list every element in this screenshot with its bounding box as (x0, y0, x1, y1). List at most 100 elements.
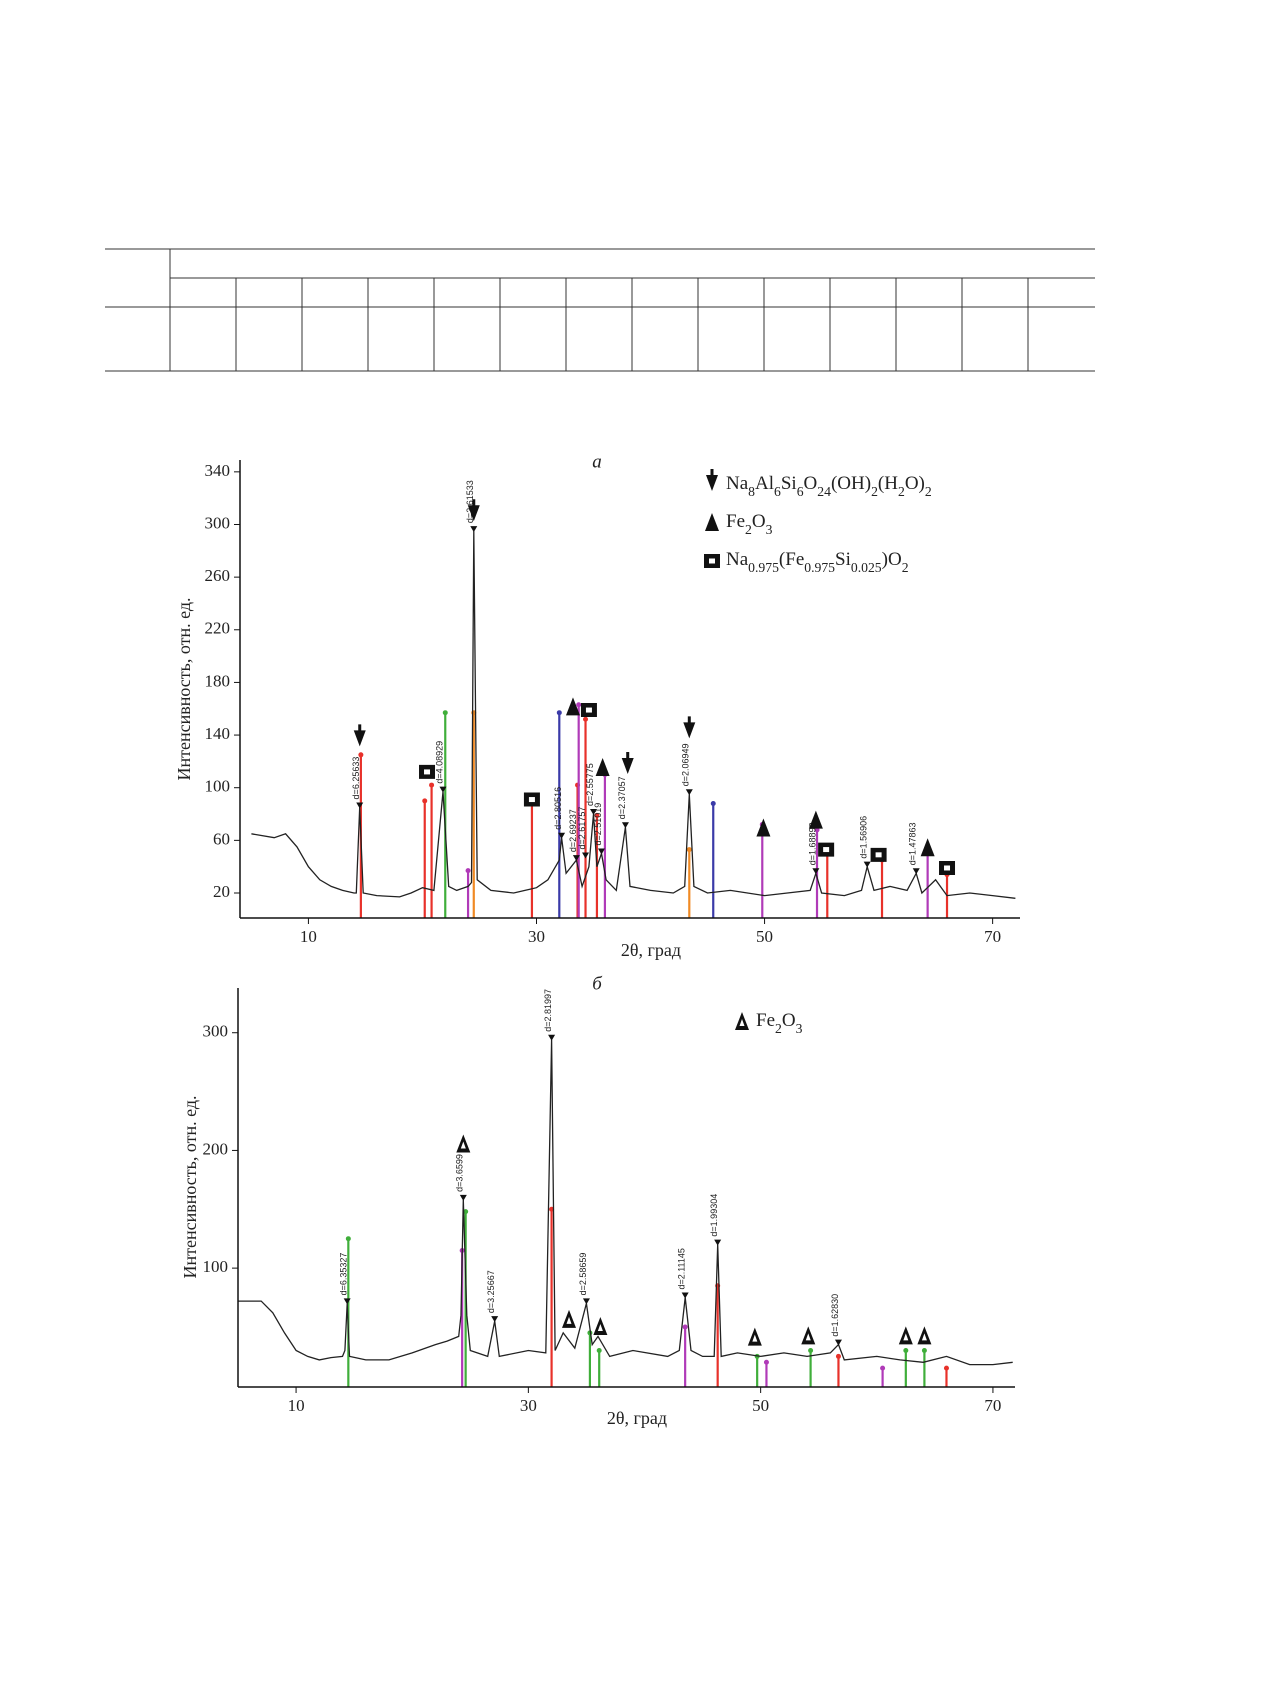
peak-label: d=6.35327 (339, 1253, 349, 1296)
phase-marker (467, 499, 480, 522)
phase-marker (353, 724, 366, 747)
x-axis-label: 2θ, град (621, 940, 681, 960)
phase-marker-inner (460, 1141, 466, 1149)
peak-marker (491, 1316, 499, 1323)
chart: 10 30 50 70 20 60 100 140 180 220 260 300 340 d=6.256… (174, 451, 1020, 960)
phase-marker (920, 838, 935, 857)
peak-marker (439, 786, 447, 793)
diffractogram (238, 1039, 1013, 1366)
reference-line-head (556, 710, 562, 716)
y-tick-label: 140 (205, 724, 231, 743)
peak-label: d=1.68898 (807, 822, 817, 865)
phase-marker-inner (739, 1019, 745, 1026)
reference-line-head (880, 1365, 886, 1371)
reference-line-head (429, 782, 435, 788)
panel-label: а (592, 451, 602, 472)
y-tick-label: 260 (205, 566, 231, 585)
reference-line-head (345, 1236, 351, 1242)
phase-marker-inner (709, 558, 715, 564)
peak-label: d=2.69237 (568, 809, 578, 852)
phase-marker (706, 469, 718, 491)
reference-line-head (686, 847, 692, 853)
y-tick-label: 220 (205, 619, 231, 638)
y-tick-label: 180 (205, 671, 231, 690)
phase-marker-inner (424, 769, 431, 775)
reference-line-head (903, 1348, 909, 1354)
reference-line-head (835, 1353, 841, 1359)
reference-line-head (808, 1348, 814, 1354)
x-tick-label: 70 (984, 1396, 1001, 1415)
peak-label: d=2.51019 (593, 803, 603, 846)
diffractogram (251, 531, 1016, 899)
reference-line-head (422, 798, 428, 804)
panel-label: б (592, 973, 603, 994)
x-tick-label: 50 (752, 1396, 769, 1415)
peak-label: d=4.08929 (434, 741, 444, 784)
peak-marker (597, 848, 605, 855)
peak-marker (912, 868, 920, 875)
y-tick-label: 60 (213, 829, 230, 848)
reference-line-head (594, 812, 600, 818)
peak-label: d=3.6599 (455, 1154, 465, 1192)
peak-label: d=2.06949 (681, 743, 691, 786)
peak-label: d=1.56906 (859, 816, 869, 859)
reference-line-head (576, 702, 582, 708)
x-tick-label: 50 (756, 927, 773, 946)
y-tick-label: 20 (213, 882, 230, 901)
peak-marker (714, 1239, 722, 1246)
y-axis-label: Интенсивность, отн. ед. (174, 597, 194, 780)
y-axis-label: Интенсивность, отн. ед. (180, 1095, 200, 1278)
peak-marker (558, 832, 566, 839)
legend-label: Fe2O3 (756, 1010, 803, 1035)
peak-label: d=2.80516 (553, 787, 563, 830)
reference-line-head (465, 868, 471, 874)
y-tick-label: 300 (205, 513, 231, 532)
peak-label: d=6.25633 (351, 757, 361, 800)
peak-marker (685, 789, 693, 796)
empty-table (105, 248, 1095, 372)
reference-line-head (763, 1359, 769, 1365)
phase-marker-inner (566, 1316, 572, 1324)
peak-marker (834, 1339, 842, 1346)
peak-label: d=3.61533 (465, 480, 475, 523)
peak-label: d=2.61757 (577, 807, 587, 850)
y-tick-label: 100 (205, 777, 231, 796)
x-tick-label: 30 (520, 1396, 537, 1415)
peak-marker (681, 1292, 689, 1299)
peak-marker (590, 809, 598, 816)
phase-marker-inner (528, 797, 535, 803)
phase-marker-inner (921, 1333, 927, 1341)
phase-marker-inner (805, 1333, 811, 1341)
x-tick-label: 30 (528, 927, 545, 946)
phase-marker (565, 697, 580, 716)
phase-marker-inner (585, 707, 592, 713)
reference-line-head (583, 716, 589, 722)
peak-marker (582, 852, 590, 859)
peak-marker (863, 861, 871, 868)
peak-label: d=3.25667 (486, 1270, 496, 1313)
y-tick-label: 300 (203, 1022, 229, 1041)
reference-line-head (358, 752, 364, 758)
chart: 10 30 50 70 100 200 300 d=6.35327 d=3.6599 d=3.25… (180, 973, 1015, 1428)
phase-marker (705, 513, 719, 531)
phase-marker-inner (944, 865, 951, 871)
peak-marker (459, 1194, 467, 1201)
phase-marker (621, 751, 634, 774)
peak-marker (812, 868, 820, 875)
phase-marker-inner (903, 1333, 909, 1341)
phase-marker (595, 757, 610, 776)
peak-marker (470, 526, 478, 533)
reference-line-head (710, 801, 716, 806)
phase-marker-inner (752, 1334, 758, 1342)
x-tick-label: 10 (300, 927, 317, 946)
phase-marker (808, 810, 823, 829)
peak-marker (582, 1298, 590, 1305)
reference-line-head (682, 1324, 688, 1330)
reference-line-head (596, 1348, 602, 1354)
peak-label: d=2.58659 (578, 1253, 588, 1296)
phase-marker (756, 818, 771, 837)
phase-marker-inner (597, 1323, 603, 1331)
peak-marker (548, 1034, 556, 1041)
